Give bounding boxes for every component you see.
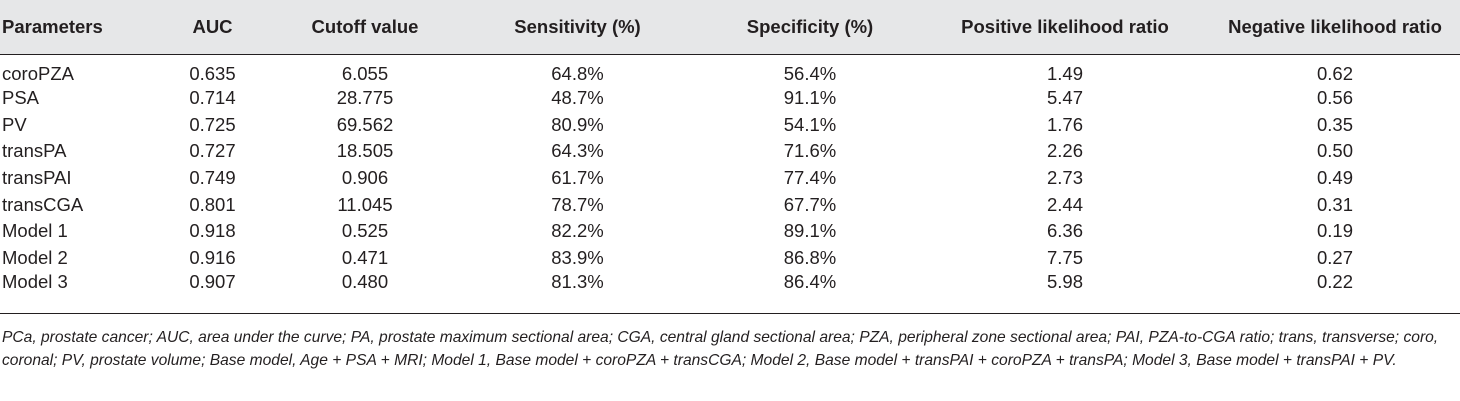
cell-plr: 2.73 <box>1046 166 1083 188</box>
cell-nlr: 0.49 <box>1316 166 1353 188</box>
cell-plr: 2.26 <box>1046 140 1083 162</box>
cell-specificity: 71.6% <box>783 140 837 162</box>
cell-sensitivity: 64.8% <box>551 62 604 84</box>
table-footnote: PCa, prostate cancer; AUC, area under th… <box>2 329 1439 369</box>
cell-cutoff: 0.480 <box>341 271 389 293</box>
cell-auc: 0.916 <box>189 246 236 268</box>
cell-auc: 0.749 <box>189 166 236 188</box>
cell-nlr: 0.27 <box>1316 246 1353 268</box>
cell-plr: 1.49 <box>1046 62 1083 84</box>
table-header-row: Parameters AUC Cutoff value Sensitivity … <box>0 0 1460 55</box>
table-row: coroPZA 0.635 6.055 64.8% 56.4% 1.49 0.6… <box>0 54 1460 85</box>
cell-cutoff: 0.525 <box>341 220 389 242</box>
cell-sensitivity: 80.9% <box>551 113 604 135</box>
cell-plr: 5.47 <box>1046 86 1083 108</box>
cell-specificity: 54.1% <box>783 113 837 135</box>
cell-plr: 7.75 <box>1046 246 1083 268</box>
header-negative-likelihood-ratio: Negative likelihood ratio <box>1210 0 1460 55</box>
results-table-container: Parameters AUC Cutoff value Sensitivity … <box>0 0 1460 301</box>
cell-sensitivity: 81.3% <box>551 271 604 293</box>
header-cutoff-value: Cutoff value <box>275 0 455 55</box>
cell-plr: 5.98 <box>1046 271 1083 293</box>
cell-nlr: 0.62 <box>1316 62 1353 84</box>
cell-nlr: 0.19 <box>1316 220 1353 242</box>
cell-plr: 6.36 <box>1046 220 1083 242</box>
cell-sensitivity: 48.7% <box>551 86 604 108</box>
cell-sensitivity: 82.2% <box>551 220 604 242</box>
table-row: transCGA 0.801 11.045 78.7% 67.7% 2.44 0… <box>0 191 1460 218</box>
table-row: transPAI 0.749 0.906 61.7% 77.4% 2.73 0.… <box>0 165 1460 192</box>
cell-auc: 0.918 <box>189 220 236 242</box>
cell-nlr: 0.31 <box>1316 193 1353 215</box>
cell-cutoff: 18.505 <box>336 140 394 162</box>
cell-auc: 0.725 <box>189 113 236 135</box>
table-row: transPA 0.727 18.505 64.3% 71.6% 2.26 0.… <box>0 138 1460 165</box>
cell-specificity: 91.1% <box>783 86 837 108</box>
header-parameters: Parameters <box>0 0 150 55</box>
table-row: Model 2 0.916 0.471 83.9% 86.8% 7.75 0.2… <box>0 245 1460 272</box>
cell-nlr: 0.50 <box>1316 140 1353 162</box>
cell-sensitivity: 64.3% <box>551 140 604 162</box>
cell-parameter: transPA <box>2 140 67 162</box>
cell-auc: 0.801 <box>189 193 236 215</box>
cell-parameter: PSA <box>2 86 40 108</box>
cell-specificity: 56.4% <box>783 62 837 84</box>
table-row: Model 3 0.907 0.480 81.3% 86.4% 5.98 0.2… <box>0 271 1460 301</box>
cell-auc: 0.727 <box>189 140 236 162</box>
cell-auc: 0.635 <box>189 62 236 84</box>
cell-specificity: 77.4% <box>783 166 837 188</box>
cell-parameter: Model 1 <box>2 220 68 242</box>
cell-cutoff: 11.045 <box>337 193 393 215</box>
header-sensitivity: Sensitivity (%) <box>455 0 700 55</box>
cell-plr: 2.44 <box>1046 193 1083 215</box>
cell-nlr: 0.56 <box>1316 86 1353 108</box>
cell-plr: 1.76 <box>1046 113 1083 135</box>
cell-sensitivity: 78.7% <box>551 193 604 215</box>
cell-sensitivity: 83.9% <box>551 246 604 268</box>
cell-parameter: Model 2 <box>2 246 68 268</box>
cell-cutoff: 0.471 <box>341 246 389 268</box>
cell-specificity: 86.4% <box>783 271 837 293</box>
cell-nlr: 0.35 <box>1316 113 1353 135</box>
table-bottom-rule <box>0 313 1460 314</box>
cell-parameter: transCGA <box>2 193 84 215</box>
table-row: Model 1 0.918 0.525 82.2% 89.1% 6.36 0.1… <box>0 218 1460 245</box>
cell-auc: 0.907 <box>189 271 236 293</box>
cell-parameter: transPAI <box>2 166 72 188</box>
cell-sensitivity: 61.7% <box>551 166 604 188</box>
header-auc: AUC <box>150 0 275 55</box>
cell-cutoff: 6.055 <box>341 62 389 84</box>
cell-cutoff: 28.775 <box>336 86 394 108</box>
cell-specificity: 67.7% <box>783 193 837 215</box>
cell-parameter: PV <box>2 113 27 135</box>
cell-specificity: 89.1% <box>783 220 837 242</box>
table-row: PV 0.725 69.562 80.9% 54.1% 1.76 0.35 <box>0 111 1460 138</box>
cell-auc: 0.714 <box>189 86 236 108</box>
diagnostic-performance-table: Parameters AUC Cutoff value Sensitivity … <box>0 0 1460 301</box>
cell-parameter: Model 3 <box>2 271 68 293</box>
cell-nlr: 0.22 <box>1316 271 1353 293</box>
cell-cutoff: 0.906 <box>341 166 389 188</box>
cell-parameter: coroPZA <box>2 62 74 84</box>
cell-cutoff: 69.562 <box>336 113 394 135</box>
cell-specificity: 86.8% <box>783 246 837 268</box>
header-specificity: Specificity (%) <box>700 0 920 55</box>
header-positive-likelihood-ratio: Positive likelihood ratio <box>920 0 1210 55</box>
table-row: PSA 0.714 28.775 48.7% 91.1% 5.47 0.56 <box>0 85 1460 112</box>
